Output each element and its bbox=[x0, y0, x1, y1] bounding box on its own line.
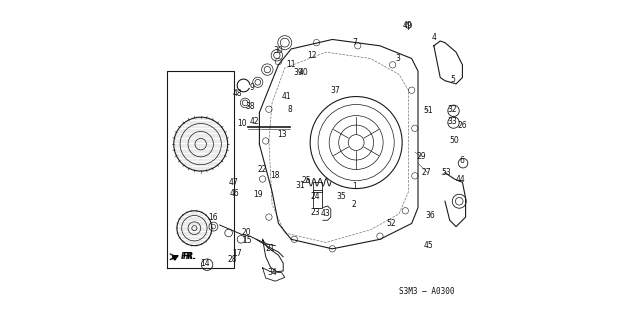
Text: 8: 8 bbox=[287, 105, 292, 114]
Text: 48: 48 bbox=[233, 89, 242, 98]
Text: 33: 33 bbox=[448, 117, 457, 126]
Text: 36: 36 bbox=[425, 211, 435, 220]
Text: 23: 23 bbox=[310, 208, 320, 217]
Text: 47: 47 bbox=[229, 178, 238, 187]
Text: 13: 13 bbox=[277, 130, 286, 139]
Text: 27: 27 bbox=[421, 168, 430, 177]
Text: 45: 45 bbox=[423, 241, 434, 250]
Text: 49: 49 bbox=[403, 21, 413, 30]
Text: 10: 10 bbox=[237, 119, 247, 128]
Text: 17: 17 bbox=[232, 249, 242, 258]
Text: 44: 44 bbox=[456, 174, 466, 184]
Text: 4: 4 bbox=[432, 33, 436, 42]
Bar bbox=[313, 190, 322, 208]
Text: 22: 22 bbox=[258, 165, 267, 174]
Text: 39: 39 bbox=[294, 68, 303, 76]
Text: 3: 3 bbox=[395, 54, 400, 63]
Text: 6: 6 bbox=[460, 156, 465, 164]
Text: 19: 19 bbox=[253, 190, 263, 199]
Text: 31: 31 bbox=[296, 181, 306, 190]
Text: 41: 41 bbox=[281, 92, 291, 101]
Text: 15: 15 bbox=[242, 236, 251, 245]
Text: 42: 42 bbox=[250, 117, 260, 126]
Text: 35: 35 bbox=[336, 192, 346, 201]
Text: 32: 32 bbox=[448, 105, 457, 114]
Bar bbox=[313, 182, 322, 192]
Text: 25: 25 bbox=[301, 176, 311, 185]
Text: 34: 34 bbox=[267, 268, 277, 277]
Text: 16: 16 bbox=[209, 212, 218, 222]
Text: 46: 46 bbox=[230, 189, 239, 198]
Text: 37: 37 bbox=[330, 86, 340, 95]
Text: 38: 38 bbox=[245, 101, 254, 111]
Text: 30: 30 bbox=[273, 46, 284, 55]
Text: 12: 12 bbox=[307, 51, 316, 60]
Text: S3M3 – A0300: S3M3 – A0300 bbox=[399, 287, 454, 296]
Text: 40: 40 bbox=[299, 68, 309, 76]
Text: 53: 53 bbox=[441, 168, 451, 177]
Text: 29: 29 bbox=[417, 152, 426, 161]
Text: 11: 11 bbox=[286, 60, 296, 69]
Text: 21: 21 bbox=[266, 244, 275, 253]
Text: 9: 9 bbox=[249, 83, 254, 92]
Text: 18: 18 bbox=[270, 172, 280, 180]
Text: 7: 7 bbox=[352, 38, 357, 47]
Text: 50: 50 bbox=[449, 136, 460, 146]
Text: 52: 52 bbox=[386, 219, 396, 228]
Text: 1: 1 bbox=[352, 182, 357, 191]
Text: 2: 2 bbox=[351, 200, 356, 209]
Text: 20: 20 bbox=[241, 228, 251, 237]
Text: 24: 24 bbox=[310, 192, 320, 201]
Text: FR.: FR. bbox=[181, 252, 196, 261]
Text: 26: 26 bbox=[458, 121, 467, 130]
Text: FR.: FR. bbox=[184, 252, 197, 261]
Text: 5: 5 bbox=[451, 75, 455, 84]
Text: 14: 14 bbox=[201, 259, 210, 268]
Text: 51: 51 bbox=[423, 106, 433, 115]
Text: 43: 43 bbox=[320, 209, 330, 219]
Text: 28: 28 bbox=[227, 255, 237, 264]
